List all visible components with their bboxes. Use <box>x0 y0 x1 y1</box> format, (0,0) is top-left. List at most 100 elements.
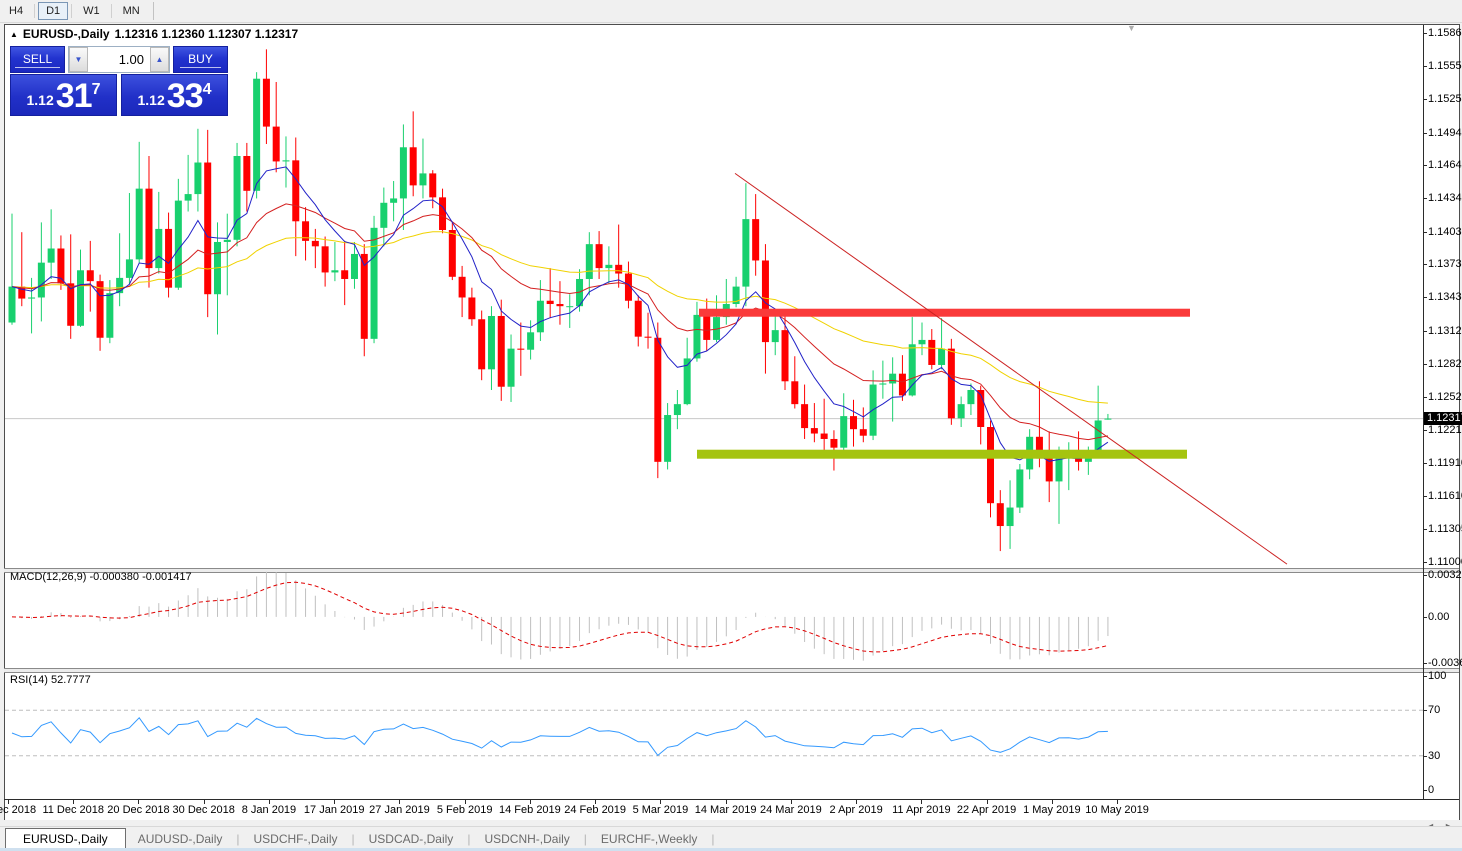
date-axis-border <box>4 799 1459 800</box>
buy-price-display[interactable]: 1.12 33 4 <box>121 74 228 116</box>
tab-divider: | <box>236 832 240 846</box>
date-axis-label: 30 Dec 2018 <box>172 804 235 816</box>
candle <box>390 198 398 203</box>
buy-price-pip: 4 <box>202 81 212 98</box>
rsi-axis-tick <box>1424 755 1427 757</box>
buy-button[interactable]: BUY <box>173 46 228 73</box>
price-axis-label: 1.11610 <box>1428 489 1462 502</box>
candle <box>859 429 867 436</box>
candle <box>1104 418 1112 420</box>
price-chart[interactable] <box>5 25 1423 568</box>
rsi-axis-tick <box>1424 790 1427 791</box>
candle <box>380 202 388 228</box>
sell-button[interactable]: SELL <box>10 46 65 73</box>
candle <box>145 188 153 269</box>
toolbar-items: H4 D1 W1 MN <box>0 2 158 20</box>
date-axis-tick <box>73 800 75 804</box>
rsi-axis-tick <box>1424 710 1427 712</box>
rsi-line <box>11 717 1108 757</box>
date-axis-label: 1 May 2019 <box>1023 804 1081 816</box>
candle <box>742 219 750 287</box>
date-axis-label: 14 Feb 2019 <box>499 804 561 816</box>
price-axis-tick <box>1424 99 1427 101</box>
candle <box>429 173 437 198</box>
candle <box>487 315 495 370</box>
candle <box>311 240 319 247</box>
timeframe-button-MN[interactable]: MN <box>122 5 140 17</box>
candle <box>497 315 505 387</box>
toolbar-divider <box>110 4 112 18</box>
chart-tab-audusddaily[interactable]: AUDUSD-,Daily <box>137 832 223 846</box>
candle <box>28 297 36 299</box>
candle <box>1035 436 1043 459</box>
candle <box>840 416 848 448</box>
candle <box>781 330 789 382</box>
date-axis-label: 10 May 2019 <box>1085 804 1149 816</box>
timeframe-button-H4[interactable]: H4 <box>9 5 24 17</box>
price-axis-label: 1.14035 <box>1428 225 1462 238</box>
volume-input[interactable] <box>88 47 150 72</box>
candle <box>135 188 143 260</box>
date-axis-tick <box>1117 800 1119 804</box>
candle <box>350 253 358 279</box>
rsi-axis-label: 0 <box>1428 784 1435 796</box>
candle <box>253 78 261 191</box>
date-axis-tick <box>790 800 792 804</box>
candles <box>8 49 1112 552</box>
sell-price-display[interactable]: 1.12 31 7 <box>10 74 117 116</box>
chart-tab-eurusddaily[interactable]: EURUSD-,Daily <box>5 828 126 849</box>
sell-price-main: 31 <box>55 77 93 115</box>
candle <box>703 314 711 340</box>
tab-divider: | <box>583 832 587 846</box>
candle <box>947 348 955 419</box>
macd-panel[interactable] <box>5 571 1423 668</box>
volume-increase-button[interactable]: ▲ <box>150 47 169 72</box>
candle <box>76 270 84 326</box>
price-axis-border <box>1423 25 1424 800</box>
one-click-collapse-icon[interactable]: ▲ <box>10 29 18 39</box>
candle <box>419 173 427 186</box>
candle <box>223 239 231 242</box>
candle <box>184 194 192 201</box>
candle <box>282 160 290 162</box>
price-axis-tick <box>1424 330 1427 332</box>
price-axis-label: 1.11910 <box>1428 456 1462 469</box>
support-level[interactable] <box>697 449 1187 459</box>
candle <box>771 330 779 343</box>
horizontal-scrollbar[interactable] <box>0 820 1462 829</box>
timeframe-button-D1[interactable]: D1 <box>38 2 69 20</box>
resistance-level[interactable] <box>699 308 1190 317</box>
rsi-panel[interactable] <box>5 672 1423 798</box>
candle <box>732 286 740 305</box>
date-axis-tick <box>725 800 727 804</box>
candle <box>165 228 173 288</box>
toolbar-divider <box>71 4 73 18</box>
sell-price-prefix: 1.12 <box>26 92 54 108</box>
candle <box>67 283 75 326</box>
candle <box>713 317 721 340</box>
price-axis-tick <box>1424 462 1427 464</box>
macd-axis-tick <box>1424 616 1427 618</box>
date-axis-label: 5 Feb 2019 <box>436 804 493 816</box>
candle <box>810 428 818 434</box>
timeframe-button-W1[interactable]: W1 <box>83 5 100 17</box>
rsi-axis-label: 70 <box>1428 704 1441 717</box>
candle <box>341 270 349 279</box>
macd-axis-tick <box>1424 575 1427 576</box>
candle <box>938 348 946 365</box>
candle <box>1045 458 1053 482</box>
rsi-axis-label: 30 <box>1428 749 1441 762</box>
date-axis-label: 5 Mar 2019 <box>632 804 689 816</box>
chart-tab-eurchfweekly[interactable]: EURCHF-,Weekly <box>600 832 698 846</box>
panel-splitter[interactable] <box>4 568 1459 573</box>
chart-tab-usdcnhdaily[interactable]: USDCNH-,Daily <box>484 832 570 846</box>
candle <box>370 227 378 339</box>
chart-tab-usdcaddaily[interactable]: USDCAD-,Daily <box>368 832 454 846</box>
date-axis-label: 17 Jan 2019 <box>303 804 365 816</box>
volume-decrease-button[interactable]: ▼ <box>69 47 88 72</box>
trendline[interactable] <box>734 172 1288 565</box>
candle <box>624 273 632 301</box>
buy-price-prefix: 1.12 <box>137 92 165 108</box>
chart-tab-usdchfdaily[interactable]: USDCHF-,Daily <box>253 832 338 846</box>
panel-splitter-2[interactable] <box>4 668 1459 673</box>
